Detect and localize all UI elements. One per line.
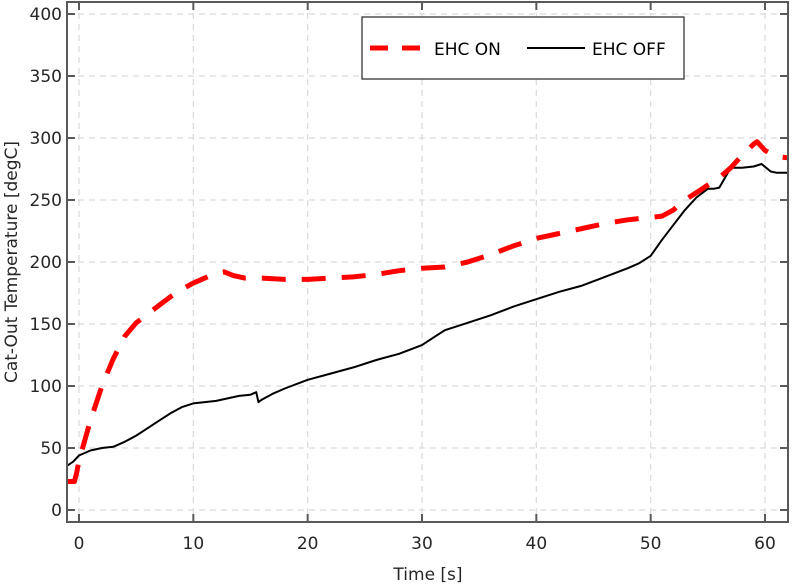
y-tick-labels: 0 50 100 150 200 250 300 350 400 <box>30 5 62 521</box>
data-series <box>67 139 789 484</box>
x-tick-label: 50 <box>640 534 662 554</box>
y-tick-label: 350 <box>30 67 62 87</box>
axis-ticks <box>67 2 788 522</box>
plot-frame <box>66 1 789 523</box>
y-tick-label: 300 <box>30 129 62 149</box>
y-tick-label: 250 <box>30 191 62 211</box>
x-tick-label: 30 <box>411 534 433 554</box>
x-tick-label: 0 <box>74 534 85 554</box>
x-axis-title: Time [s] <box>392 565 462 585</box>
y-tick-label: 100 <box>30 377 62 397</box>
legend-label-ehc-on: EHC ON <box>434 40 501 60</box>
x-tick-label: 40 <box>526 534 548 554</box>
series-line-ehc-on <box>67 139 789 484</box>
x-tick-labels: 0 10 20 30 40 50 60 <box>74 534 776 554</box>
y-tick-label: 50 <box>40 439 62 459</box>
legend: EHC ON EHC OFF <box>361 16 685 80</box>
y-tick-label: 400 <box>30 5 62 25</box>
x-tick-label: 60 <box>754 534 776 554</box>
y-tick-label: 200 <box>30 253 62 273</box>
grid-lines <box>67 2 788 522</box>
y-tick-label: 0 <box>51 501 62 521</box>
y-tick-label: 150 <box>30 315 62 335</box>
legend-label-ehc-off: EHC OFF <box>592 40 666 60</box>
series-line-ehc-off <box>67 163 788 467</box>
x-tick-label: 10 <box>183 534 205 554</box>
y-axis-title: Cat-Out Temperature [degC] <box>2 141 22 383</box>
x-tick-label: 20 <box>297 534 319 554</box>
